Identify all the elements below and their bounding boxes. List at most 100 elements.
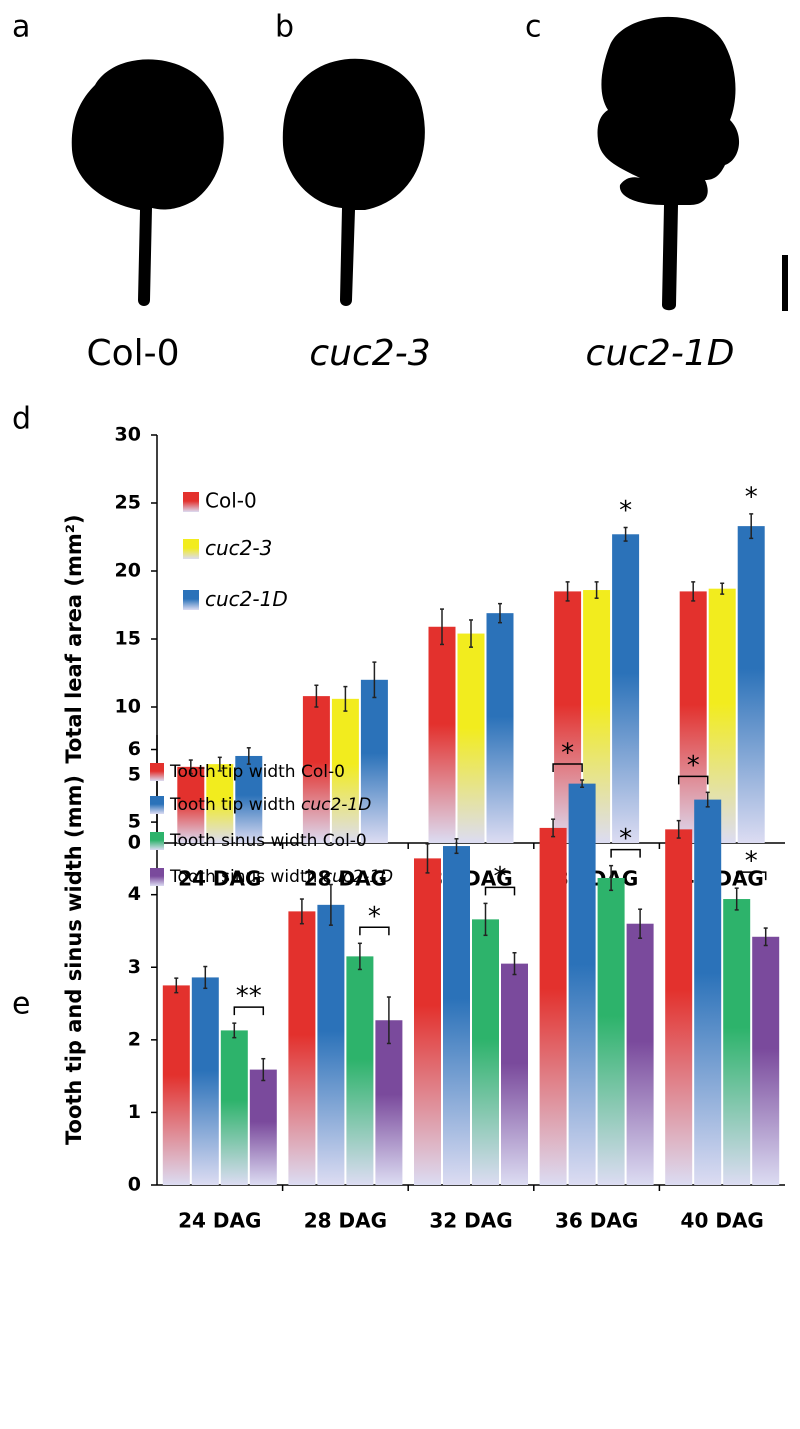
- bar: [346, 956, 374, 1185]
- bar: [414, 858, 441, 1185]
- bar: [317, 904, 345, 1185]
- scale-bar: [782, 255, 788, 311]
- error-bar: [498, 602, 502, 624]
- error-bar: [343, 685, 348, 712]
- y-tick-label: 25: [115, 492, 141, 514]
- bar: [220, 1030, 248, 1185]
- significance-label: *: [745, 482, 758, 512]
- bar: [501, 963, 528, 1185]
- bar: [472, 919, 499, 1185]
- significance-label: *: [494, 862, 507, 892]
- x-tick-label: 28 DAG: [304, 867, 387, 891]
- legend-swatch: [150, 832, 164, 850]
- panel-label: b: [275, 10, 294, 45]
- legend-swatch: [183, 590, 199, 610]
- error-bar: [174, 977, 179, 994]
- y-tick-label: 6: [128, 738, 141, 760]
- legend-swatch: [150, 868, 164, 886]
- bar: [162, 985, 190, 1185]
- bar: [360, 679, 388, 843]
- panel-label: a: [12, 10, 30, 45]
- leaf-col0: [71, 59, 224, 307]
- significance-bracket: [359, 926, 390, 936]
- error-bar: [691, 581, 696, 602]
- legend-label: Col-0: [205, 489, 257, 513]
- y-tick-label: 30: [115, 424, 141, 446]
- y-tick-label: 10: [115, 696, 141, 718]
- bar: [612, 534, 640, 843]
- bar: [597, 877, 625, 1185]
- error-bar: [232, 1022, 237, 1039]
- bar: [694, 799, 722, 1185]
- bar: [539, 827, 567, 1185]
- y-tick-label: 4: [128, 883, 141, 905]
- error-bar: [763, 927, 768, 947]
- error-bar: [512, 951, 517, 976]
- x-tick-label: 40 DAG: [681, 1209, 764, 1233]
- leaf-cuc2-1D: [597, 16, 740, 311]
- error-bar: [440, 608, 444, 646]
- legend-swatch: [150, 763, 164, 781]
- bar: [737, 526, 765, 843]
- error-bar: [638, 908, 643, 939]
- bar: [428, 626, 456, 843]
- y-tick-label: 5: [128, 811, 141, 833]
- error-bar: [328, 883, 333, 926]
- bar: [626, 923, 654, 1185]
- bar: [723, 899, 751, 1185]
- legend-label: Tooth tip width cuc2-1D: [169, 795, 371, 815]
- legend-label: cuc2-1D: [205, 587, 288, 611]
- panel-label: c: [525, 10, 542, 45]
- bar: [486, 613, 514, 843]
- bar: [302, 696, 330, 843]
- bar: [568, 783, 596, 1185]
- significance-label: *: [687, 751, 700, 781]
- x-tick-label: 24 DAG: [178, 867, 261, 891]
- legend-label: cuc2-3: [205, 536, 272, 560]
- error-bar: [357, 942, 362, 971]
- genotype-label: cuc2-3: [309, 333, 430, 374]
- y-tick-label: 1: [128, 1101, 141, 1123]
- error-bar: [594, 581, 599, 599]
- x-tick-label: 32 DAG: [429, 1209, 512, 1233]
- legend-label: Tooth tip width Col-0: [169, 762, 345, 782]
- significance-bracket: [677, 775, 709, 785]
- error-bar: [261, 1057, 266, 1082]
- x-tick-label: 36 DAG: [555, 1209, 638, 1233]
- significance-bracket: [233, 1006, 265, 1016]
- error-bar: [734, 887, 739, 911]
- legend-swatch: [183, 492, 199, 512]
- error-bar: [314, 684, 319, 708]
- y-tick-label: 3: [128, 956, 141, 978]
- error-bar: [749, 513, 754, 540]
- error-bar: [454, 838, 459, 855]
- bar: [249, 1069, 277, 1185]
- bar: [665, 829, 693, 1185]
- error-bar: [623, 526, 628, 542]
- bar: [457, 633, 485, 843]
- y-axis-label: Tooth tip and sinus width (mm): [62, 775, 86, 1145]
- y-tick-label: 5: [128, 764, 141, 786]
- error-bar: [425, 843, 430, 874]
- bar: [191, 977, 219, 1185]
- panel-label: e: [12, 987, 30, 1022]
- y-tick-label: 20: [115, 560, 141, 582]
- panel-label: d: [12, 402, 31, 437]
- error-bar: [565, 581, 570, 602]
- significance-bracket: [735, 871, 767, 881]
- error-bar: [299, 898, 304, 925]
- leaf-silhouettes: [71, 16, 740, 311]
- significance-label: *: [619, 824, 632, 854]
- error-bar: [720, 582, 725, 595]
- x-tick-label: 24 DAG: [178, 1209, 261, 1233]
- significance-bracket: [552, 763, 583, 772]
- significance-bracket: [610, 848, 641, 858]
- legend-swatch: [183, 539, 199, 559]
- y-axis-label: Total leaf area (mm²): [62, 514, 86, 763]
- bar: [375, 1020, 403, 1185]
- error-bar: [705, 791, 710, 808]
- error-bar: [551, 818, 556, 838]
- error-bar: [483, 902, 488, 937]
- legend-swatch: [150, 796, 164, 814]
